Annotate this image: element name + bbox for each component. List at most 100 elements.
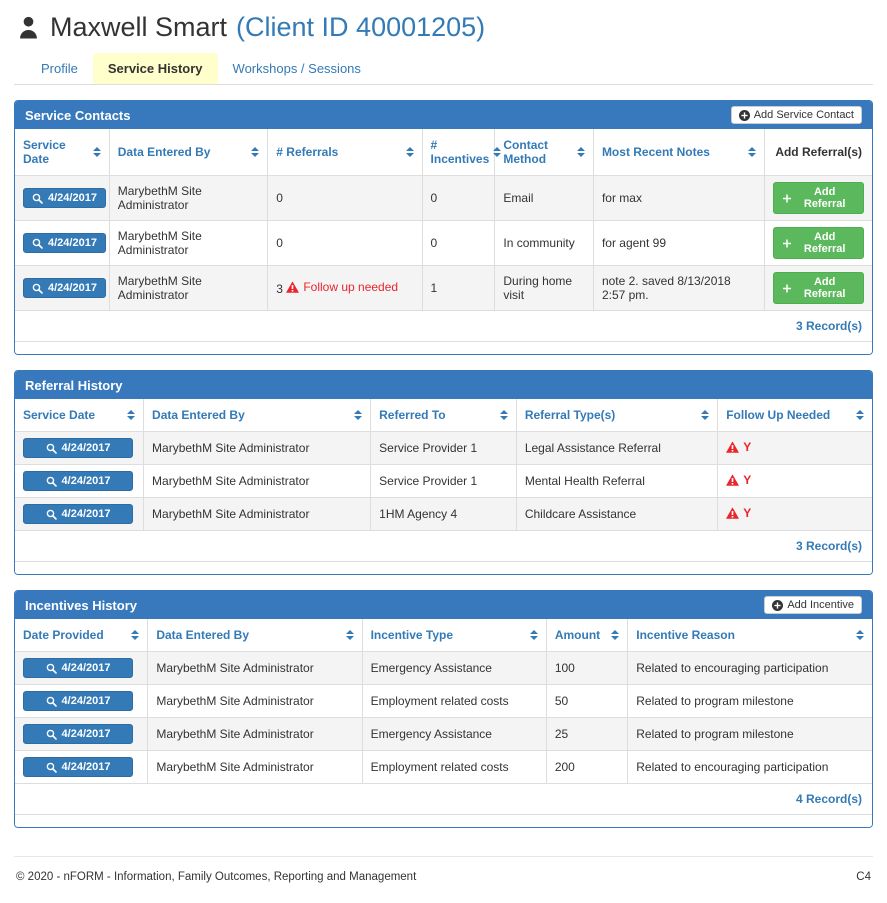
client-name: Maxwell Smart bbox=[50, 12, 228, 42]
column-label: Referred To bbox=[379, 408, 446, 422]
date-provided: 4/24/2017 bbox=[61, 662, 111, 674]
search-icon bbox=[46, 443, 57, 454]
button-label: Add Referral bbox=[803, 231, 846, 255]
view-incentive-button[interactable]: 4/24/2017 bbox=[23, 757, 133, 777]
view-referral-button[interactable]: 4/24/2017 bbox=[23, 504, 133, 524]
col-amount[interactable]: Amount bbox=[546, 619, 629, 652]
incentive-type-cell: Emergency Assistance bbox=[362, 651, 547, 685]
amount-cell: 100 bbox=[546, 651, 629, 685]
col-data-entered-by[interactable]: Data Entered By bbox=[109, 129, 269, 176]
add-referral-button[interactable]: Add Referral bbox=[773, 272, 864, 304]
col-most-recent-notes[interactable]: Most Recent Notes bbox=[593, 129, 766, 176]
col-num-referrals[interactable]: # Referrals bbox=[267, 129, 423, 176]
add-incentive-button[interactable]: Add Incentive bbox=[764, 596, 862, 614]
search-icon bbox=[46, 476, 57, 487]
referral-history-panel: Referral History Service Date Data Enter… bbox=[14, 370, 873, 575]
follow-up-flag: Y bbox=[743, 506, 752, 520]
sort-carets-icon bbox=[345, 630, 354, 640]
column-label: Service Date bbox=[23, 138, 66, 166]
search-icon bbox=[46, 762, 57, 773]
view-referral-button[interactable]: 4/24/2017 bbox=[23, 471, 133, 491]
entered-by-cell: MarybethM Site Administrator bbox=[143, 431, 372, 465]
column-label: Data Entered By bbox=[117, 145, 211, 159]
entered-by-cell: MarybethM Site Administrator bbox=[109, 265, 269, 311]
contact-method-cell: In community bbox=[494, 220, 594, 266]
entered-by-cell: MarybethM Site Administrator bbox=[147, 651, 363, 685]
col-data-entered-by[interactable]: Data Entered By bbox=[143, 399, 372, 432]
plus-circle-icon bbox=[738, 109, 750, 121]
column-label: Referral Type(s) bbox=[524, 408, 616, 422]
site-footer: © 2020 - nFORM - Information, Family Out… bbox=[14, 856, 873, 893]
col-incentive-reason[interactable]: Incentive Reason bbox=[627, 619, 872, 652]
button-label: Add Referral bbox=[803, 276, 846, 300]
incentives-cell: 1 bbox=[422, 265, 496, 311]
referral-type-cell: Legal Assistance Referral bbox=[516, 431, 719, 465]
entered-by-cell: MarybethM Site Administrator bbox=[147, 717, 363, 751]
column-label: # Referrals bbox=[276, 145, 339, 159]
sort-carets-icon bbox=[611, 630, 620, 640]
tab-profile[interactable]: Profile bbox=[41, 61, 78, 76]
column-label: Amount bbox=[554, 628, 601, 642]
incentive-row: 4/24/2017 MarybethM Site Administrator E… bbox=[15, 684, 872, 718]
add-referral-button[interactable]: Add Referral bbox=[773, 182, 864, 214]
col-incentive-type[interactable]: Incentive Type bbox=[362, 619, 547, 652]
tab-workshops-sessions[interactable]: Workshops / Sessions bbox=[232, 61, 361, 76]
entered-by-cell: MarybethM Site Administrator bbox=[109, 220, 269, 266]
add-referral-button[interactable]: Add Referral bbox=[773, 227, 864, 259]
panel-title: Service Contacts bbox=[25, 107, 131, 123]
incentives-history-header-row: Date Provided Data Entered By Incentive … bbox=[15, 619, 872, 652]
referral-row: 4/24/2017 MarybethM Site Administrator S… bbox=[15, 464, 872, 498]
view-service-contact-button[interactable]: 4/24/2017 bbox=[23, 188, 106, 208]
column-label: Data Entered By bbox=[156, 628, 250, 642]
search-icon bbox=[46, 696, 57, 707]
column-label: Follow Up Needed bbox=[726, 408, 831, 422]
incentive-reason-cell: Related to encouraging participation bbox=[627, 750, 872, 784]
view-incentive-button[interactable]: 4/24/2017 bbox=[23, 658, 133, 678]
add-service-contact-button[interactable]: Add Service Contact bbox=[730, 106, 862, 124]
record-count: 3 Record(s) bbox=[15, 310, 872, 341]
col-service-date[interactable]: Service Date bbox=[15, 399, 145, 432]
service-contacts-heading: Service Contacts Add Service Contact bbox=[15, 101, 872, 129]
panel-bottom-spacer bbox=[15, 814, 872, 827]
column-label: Incentive Type bbox=[370, 628, 454, 642]
entered-by-cell: MarybethM Site Administrator bbox=[147, 684, 363, 718]
view-incentive-button[interactable]: 4/24/2017 bbox=[23, 724, 133, 744]
record-count: 4 Record(s) bbox=[15, 783, 872, 814]
col-date-provided[interactable]: Date Provided bbox=[15, 619, 149, 652]
view-incentive-button[interactable]: 4/24/2017 bbox=[23, 691, 133, 711]
referred-to-cell: 1HM Agency 4 bbox=[370, 497, 517, 531]
tab-service-history[interactable]: Service History bbox=[92, 53, 218, 84]
col-follow-up-needed[interactable]: Follow Up Needed bbox=[717, 399, 872, 432]
col-referred-to[interactable]: Referred To bbox=[370, 399, 517, 432]
service-date: 4/24/2017 bbox=[48, 192, 97, 204]
col-contact-method[interactable]: Contact Method bbox=[494, 129, 594, 176]
incentives-history-table: Date Provided Data Entered By Incentive … bbox=[15, 619, 872, 814]
amount-cell: 50 bbox=[546, 684, 629, 718]
referral-history-table: Service Date Data Entered By Referred To… bbox=[15, 399, 872, 561]
col-num-incentives[interactable]: # Incentives bbox=[422, 129, 502, 176]
amount-cell: 25 bbox=[546, 717, 629, 751]
service-contact-row: 4/24/2017 MarybethM Site Administrator 0… bbox=[15, 175, 872, 221]
view-service-contact-button[interactable]: 4/24/2017 bbox=[23, 233, 106, 253]
warning-triangle-icon bbox=[726, 507, 740, 519]
referral-type-cell: Childcare Assistance bbox=[516, 497, 719, 531]
incentive-type-cell: Employment related costs bbox=[362, 750, 547, 784]
col-service-date[interactable]: Service Date bbox=[15, 129, 110, 176]
col-referral-types[interactable]: Referral Type(s) bbox=[516, 399, 719, 432]
notes-cell: for max bbox=[593, 175, 766, 221]
view-referral-button[interactable]: 4/24/2017 bbox=[23, 438, 133, 458]
service-contacts-panel: Service Contacts Add Service Contact Ser… bbox=[14, 100, 873, 355]
col-data-entered-by[interactable]: Data Entered By bbox=[147, 619, 363, 652]
panel-bottom-spacer bbox=[15, 561, 872, 574]
client-header: Maxwell Smart (Client ID 40001205) bbox=[16, 12, 873, 43]
view-service-contact-button[interactable]: 4/24/2017 bbox=[23, 278, 106, 298]
search-icon bbox=[46, 509, 57, 520]
follow-up-cell: Y bbox=[717, 431, 872, 465]
service-date: 4/24/2017 bbox=[48, 282, 97, 294]
panel-title: Incentives History bbox=[25, 597, 137, 613]
follow-up-cell: Y bbox=[717, 464, 872, 498]
contact-method-cell: Email bbox=[494, 175, 594, 221]
referral-row: 4/24/2017 MarybethM Site Administrator 1… bbox=[15, 497, 872, 531]
referral-row: 4/24/2017 MarybethM Site Administrator S… bbox=[15, 431, 872, 465]
